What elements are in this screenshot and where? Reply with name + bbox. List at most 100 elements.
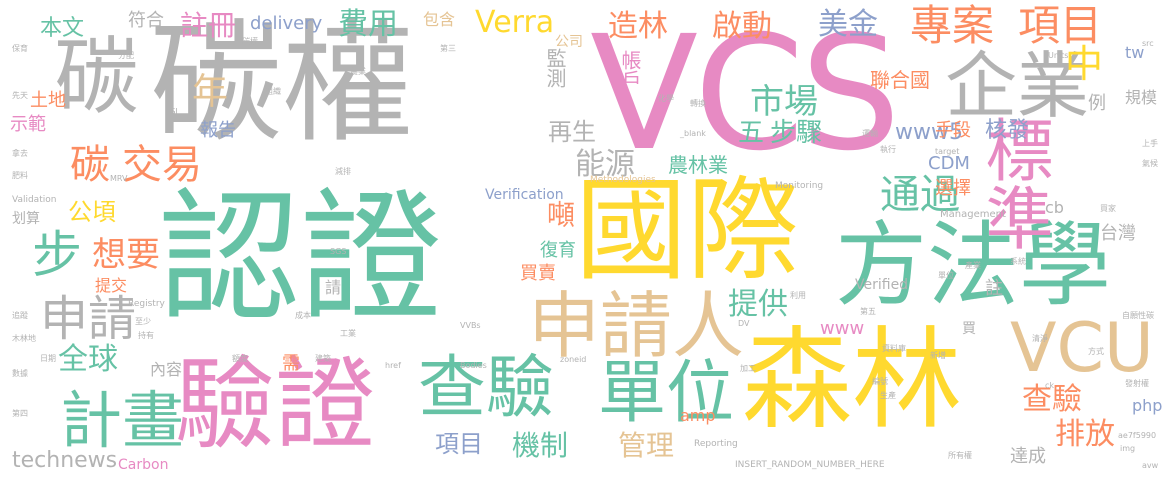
word-verification: 驗證 bbox=[175, 346, 375, 463]
word-un: 聯合國 bbox=[870, 68, 930, 92]
word-chemical: 化學 bbox=[658, 94, 674, 103]
word-transport: 運輸 bbox=[862, 129, 878, 138]
word-method: 方式 bbox=[1088, 347, 1104, 356]
word-scale: 規模 bbox=[1125, 88, 1158, 107]
word-register: 註冊 bbox=[180, 9, 237, 42]
word-carbon: 碳 bbox=[41, 32, 139, 116]
word-cost: 成本 bbox=[295, 311, 311, 320]
word-credit-small: 碳權 bbox=[242, 37, 258, 46]
word-ton: 噸 bbox=[543, 200, 576, 228]
word-company: 公司 bbox=[555, 34, 583, 50]
word-innate: 先天 bbox=[12, 91, 28, 100]
word-data: 數據 bbox=[12, 369, 28, 378]
word-ownership: 所有權 bbox=[948, 451, 972, 460]
word-carbon-credit: 碳權 bbox=[150, 7, 414, 161]
word-agroforestry: 農林業 bbox=[668, 153, 728, 177]
word-trade: 交易 bbox=[122, 142, 202, 188]
word-agriculture: 農業 bbox=[350, 67, 366, 76]
word-pass: 通過 bbox=[880, 172, 960, 218]
word-emission: 排放 bbox=[1055, 417, 1115, 452]
word-renewable: 再生 bbox=[548, 118, 596, 146]
word-management: 管理 bbox=[618, 429, 675, 462]
word-src: src bbox=[1142, 39, 1154, 48]
word-tw: tw bbox=[1125, 43, 1145, 62]
word-account: 帳戶 bbox=[618, 50, 642, 90]
word-zoneid: zoneid bbox=[560, 355, 587, 364]
word-inspection: 查驗 bbox=[418, 349, 555, 428]
word-holding: 持有 bbox=[138, 331, 154, 340]
word-year: 年 bbox=[186, 72, 227, 108]
word-registry: Registry bbox=[128, 299, 165, 309]
word-reporting: Reporting bbox=[694, 439, 738, 449]
word-bsi: BSI bbox=[165, 107, 178, 116]
word-units: Units bbox=[1048, 51, 1069, 60]
word-vcs: VCS bbox=[590, 2, 901, 186]
word-third: 第三 bbox=[440, 44, 456, 53]
word-note: 註 bbox=[985, 278, 1003, 299]
word-content: 內容 bbox=[150, 360, 183, 379]
word-get-started: 上手 bbox=[1142, 139, 1158, 148]
word-buy-sell: 買賣 bbox=[520, 263, 556, 284]
word-buyer: 買家 bbox=[1100, 204, 1116, 213]
word-www5: www5 bbox=[895, 120, 963, 145]
word-submit: 提交 bbox=[95, 276, 128, 295]
word-launch-right: 發射權 bbox=[1125, 379, 1149, 388]
word-this-article: 本文 bbox=[40, 16, 85, 41]
word-management-en: Management bbox=[940, 209, 1006, 220]
word-taiwan: 台灣 bbox=[1100, 223, 1136, 244]
word-include: 包含 bbox=[423, 10, 456, 29]
word-href: href bbox=[385, 361, 401, 370]
word-ck: ck bbox=[1045, 381, 1055, 390]
word-certification: 認證 bbox=[158, 176, 442, 341]
word-steps: 步驟 bbox=[770, 118, 823, 148]
word-voluntary: 自願性碳 bbox=[1122, 311, 1154, 320]
word-land: 土地 bbox=[30, 90, 66, 111]
word-forest: 森林 bbox=[742, 316, 962, 444]
word-database: 資料庫 bbox=[882, 344, 906, 353]
word-mrv: MRV bbox=[110, 174, 128, 183]
word-insert-random: INSERT_RANDOM_NUMBER_HERE bbox=[735, 460, 885, 470]
word-php: php bbox=[1132, 396, 1163, 415]
word-please: 請 bbox=[325, 278, 342, 297]
word-conservation: 保育 bbox=[12, 44, 28, 53]
word-items-2: 項目 bbox=[435, 430, 483, 458]
word-energy: 能源 bbox=[575, 147, 635, 182]
word-achieve: 達成 bbox=[1010, 446, 1046, 467]
word-means: 手段 bbox=[935, 120, 971, 141]
word-enterprise: 企業 bbox=[945, 44, 1090, 128]
word-dv: DV bbox=[738, 319, 750, 328]
word-avw: avw bbox=[1142, 461, 1159, 470]
word-fee: 費用 bbox=[338, 7, 398, 42]
word-cdm: CDM bbox=[928, 153, 970, 174]
word-afforestation: 造林 bbox=[608, 9, 668, 44]
word-www: www bbox=[820, 318, 865, 339]
word-industry: 工業 bbox=[340, 329, 356, 338]
word-monitor: 監測 bbox=[543, 48, 567, 88]
word-want: 想要 bbox=[92, 235, 160, 275]
word-issue: 核發 bbox=[985, 118, 1030, 143]
word-usd: 美金 bbox=[818, 7, 878, 42]
word-middle: 中 bbox=[1065, 42, 1104, 86]
word-items: 項目 bbox=[1018, 1, 1103, 50]
word-delivery: delivery bbox=[250, 13, 323, 34]
word-sector: 產業 bbox=[965, 261, 981, 270]
word-step: 步 bbox=[32, 226, 82, 284]
word-carbon-2: 碳 bbox=[70, 142, 110, 188]
word-reduction: 減排 bbox=[335, 167, 351, 176]
word-mechanism: 機制 bbox=[512, 429, 569, 462]
word-quota: 額度 bbox=[232, 354, 248, 363]
word-international: 國際 bbox=[575, 166, 799, 296]
word-hectare: 公頃 bbox=[68, 198, 116, 226]
word-validation: Validation bbox=[12, 195, 57, 205]
word-restore: 復育 bbox=[540, 240, 576, 261]
word-monitoring: Monitoring bbox=[775, 181, 824, 191]
word-verified: Verified bbox=[855, 277, 909, 293]
word-at-least: 至少 bbox=[135, 317, 151, 326]
word-worthwhile: 划算 bbox=[12, 211, 40, 227]
word-standard: 標準 bbox=[973, 115, 1052, 251]
word-tracking: 追蹤 bbox=[12, 311, 28, 320]
word-verra: Verra bbox=[475, 5, 555, 40]
word-choose: 選擇 bbox=[935, 178, 971, 199]
word-plan: 計畫 bbox=[60, 384, 185, 457]
